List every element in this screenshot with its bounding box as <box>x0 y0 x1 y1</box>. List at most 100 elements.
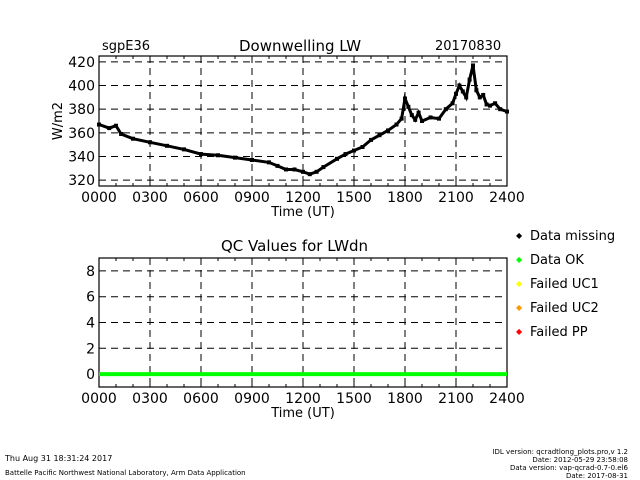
lw-data-point <box>457 83 462 88</box>
lw-data-point <box>275 163 280 168</box>
footer-idl-version: IDL version: qcradtlong_plots.pro,v 1.2 <box>492 448 628 456</box>
footer-code-date: Date: 2012-05-29 23:58:08 <box>532 456 628 464</box>
lw-data-point <box>437 116 441 121</box>
legend-marker: ◆ <box>516 303 523 312</box>
lw-data-point <box>477 95 482 100</box>
lw-data-point <box>413 117 418 122</box>
x-tick-label: 0300 <box>132 391 168 407</box>
lw-data-point <box>498 107 503 112</box>
date-label: 20170830 <box>435 39 502 54</box>
lw-data-point <box>464 95 469 100</box>
x-tick-label: 1800 <box>387 190 423 206</box>
y-tick-label: 8 <box>86 264 95 280</box>
legend-marker: ◆ <box>516 327 523 336</box>
footer-data-version: Data version: vap-qcrad-0.7-0.el6 <box>509 464 628 472</box>
lw-data-point <box>386 128 390 133</box>
lw-data-point <box>369 137 373 142</box>
lw-data-point <box>314 169 319 174</box>
x-tick-label: 0900 <box>234 190 270 206</box>
footer-timestamp: Thu Aug 31 18:31:24 2017 <box>5 454 113 463</box>
lw-data-point <box>360 145 365 149</box>
qc-values-chart: 0000 0300 0600 0900 1200 1500 1800 2100 2400 0 2 4 6… <box>81 257 525 421</box>
x-tick-label: 0000 <box>81 190 117 206</box>
x-tick-label: 0600 <box>183 391 219 407</box>
lw-data-point <box>343 152 348 157</box>
plot-frame <box>98 55 508 187</box>
y-tick-label: 420 <box>68 55 95 71</box>
x-tick-label: 2400 <box>489 190 525 206</box>
lw-data-point <box>488 103 492 108</box>
lw-data-point <box>406 104 411 109</box>
lw-data-point <box>114 123 118 128</box>
x-tick-label: 0600 <box>183 190 219 206</box>
lw-data-point <box>321 165 326 170</box>
lw-data-point <box>484 102 489 107</box>
x-tick-label: 1200 <box>285 190 321 206</box>
lw-data-point <box>454 91 458 96</box>
lw-data-point <box>416 110 421 115</box>
y-tick-label: 6 <box>86 290 95 306</box>
legend-marker: ◆ <box>516 279 523 288</box>
footer-data-date: Date: 2017-08-31 <box>566 472 628 480</box>
lw-data-point <box>467 77 472 82</box>
x-tick-label: 1500 <box>336 391 372 407</box>
lw-data-point <box>403 96 407 101</box>
legend-label: Data OK <box>530 253 584 268</box>
x-tick-label: 1800 <box>387 391 423 407</box>
legend-label: Failed PP <box>530 325 588 340</box>
x-tick-label: 2400 <box>489 391 525 407</box>
lw-data-point <box>471 63 475 68</box>
lw-data-point <box>394 122 399 127</box>
lw-data-point <box>420 119 424 123</box>
lw-data-point <box>474 88 479 93</box>
lw-data-point <box>428 115 433 120</box>
y-tick-label: 340 <box>68 149 95 165</box>
x-tick-label: 2100 <box>438 190 474 206</box>
lw-data-point <box>450 101 455 106</box>
lw-data-point <box>233 155 237 160</box>
lw-data-point <box>292 167 297 172</box>
lw-data-point <box>267 160 271 165</box>
lw-data-point <box>301 169 305 174</box>
lw-data-point <box>399 116 404 121</box>
lw-data-point <box>505 109 509 114</box>
y-tick-label: 380 <box>68 102 95 118</box>
legend-label: Failed UC2 <box>530 301 599 316</box>
x-axis-label: Time (UT) <box>270 406 335 421</box>
lw-data-point <box>131 136 135 141</box>
legend-marker: ◆ <box>516 255 523 264</box>
y-tick-label: 400 <box>68 79 95 95</box>
legend-label: Data missing <box>530 229 616 244</box>
lw-data-point <box>119 132 124 136</box>
y-tick-label: 320 <box>68 173 95 189</box>
plot-frame <box>98 257 508 388</box>
y-axis-label: W/m2 <box>51 102 66 140</box>
lw-data-point <box>352 148 356 153</box>
qc-chart-title: QC Values for LWdn <box>221 237 369 255</box>
downwelling-lw-chart: 0000 0300 0600 0900 1200 1500 1800 2100 2400 320 3… <box>51 55 525 220</box>
y-tick-label: 0 <box>86 367 95 383</box>
y-tick-label: 360 <box>68 126 95 142</box>
lw-data-point <box>216 153 220 158</box>
x-tick-label: 2100 <box>438 391 474 407</box>
lw-data-point <box>199 152 203 157</box>
x-axis-label: Time (UT) <box>270 205 335 220</box>
legend-marker: ◆ <box>516 231 523 240</box>
y-tick-label: 2 <box>86 341 95 357</box>
lw-data-point <box>493 101 498 106</box>
lw-data-point <box>250 158 254 162</box>
lw-data-point <box>377 133 382 138</box>
lw-data-point <box>307 172 312 177</box>
x-tick-label: 0000 <box>81 391 117 407</box>
lw-data-point <box>460 89 465 94</box>
lw-data-point <box>107 126 112 131</box>
page-title: Downwelling LW <box>239 37 362 55</box>
lw-data-point <box>335 156 339 161</box>
lw-data-point <box>284 167 288 172</box>
lw-data-point <box>443 107 448 112</box>
legend-label: Failed UC1 <box>530 277 599 292</box>
footer-org: Battelle Pacific Northwest National Labo… <box>5 469 246 477</box>
lw-data-point <box>481 93 486 97</box>
lw-data-point <box>182 147 186 152</box>
lw-data-point <box>409 113 414 118</box>
